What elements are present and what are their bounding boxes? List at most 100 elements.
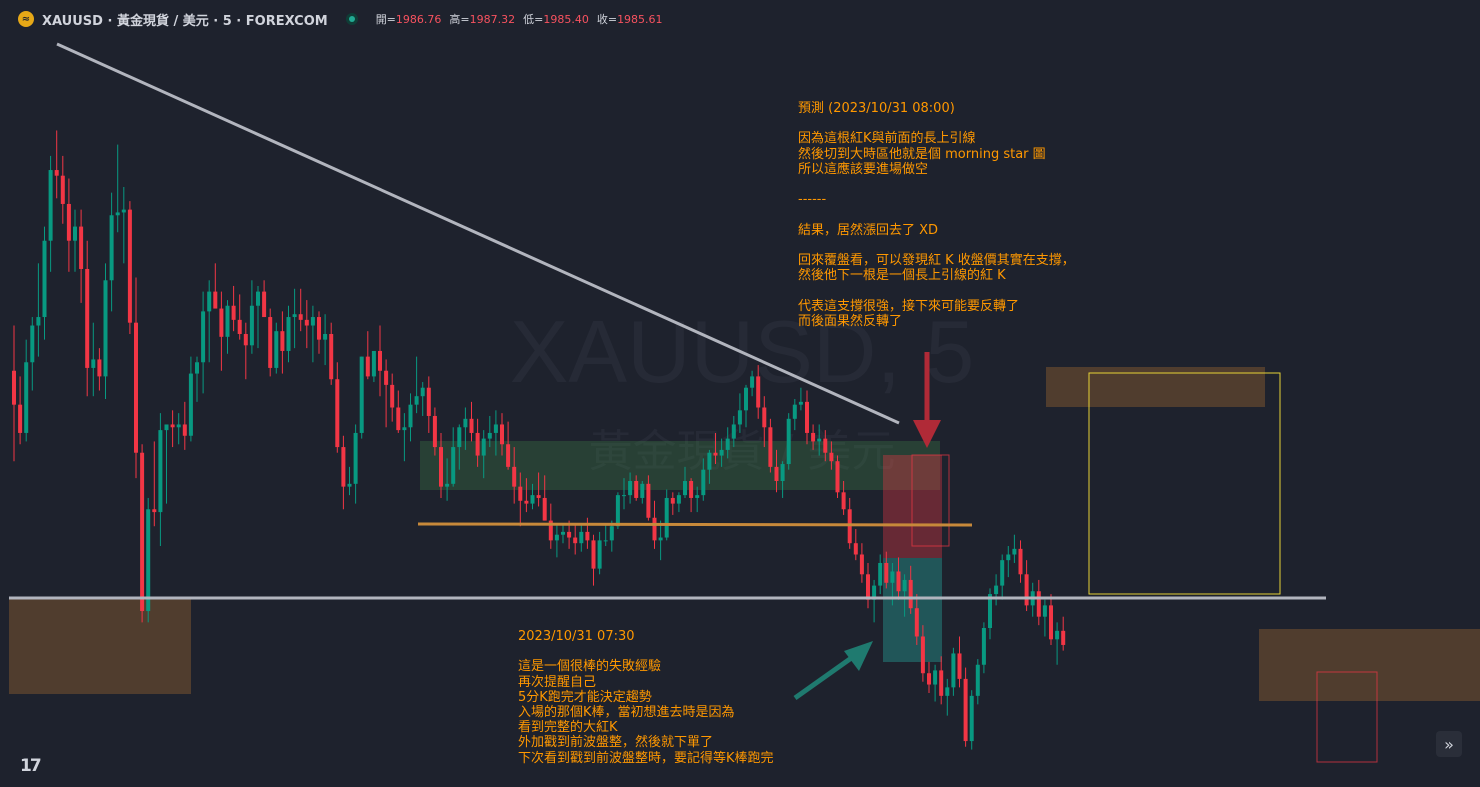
candle-body	[994, 585, 999, 595]
candle-body	[506, 444, 511, 467]
highlight-frame-low[interactable]	[1316, 671, 1378, 763]
candle	[512, 447, 517, 504]
candle-body	[1055, 630, 1060, 640]
support-line-orange[interactable]	[417, 522, 973, 527]
candle-body	[420, 387, 425, 397]
consolidation-zone[interactable]	[420, 441, 940, 490]
demand-zone-right[interactable]	[1259, 629, 1480, 701]
highlight-frame-reversal[interactable]	[1088, 372, 1281, 595]
candle-body	[524, 500, 529, 504]
candle	[829, 441, 834, 470]
candle-body	[567, 531, 572, 538]
candle-body	[365, 356, 370, 377]
candle-body	[1018, 548, 1023, 575]
ohlc-close-label: 收=	[596, 13, 618, 26]
candle-body	[213, 291, 218, 309]
candle	[121, 187, 126, 264]
candle	[195, 356, 199, 402]
candle	[756, 365, 761, 419]
candle-body	[1006, 554, 1011, 561]
gold-symbol-icon: ≈	[18, 11, 34, 27]
market-status-icon[interactable]	[345, 13, 358, 25]
candle-body	[561, 531, 565, 535]
candle	[127, 201, 132, 334]
candle-body	[176, 424, 181, 428]
candle	[548, 503, 553, 549]
candle-body	[951, 653, 956, 688]
candle-body	[878, 562, 883, 586]
candle	[231, 285, 236, 332]
candle	[60, 155, 65, 224]
candle-body	[329, 334, 334, 380]
demand-zone-left[interactable]	[9, 599, 191, 694]
annotation-prediction-note[interactable]: 預測 (2023/10/31 08:00) 因為這根紅K與前面的長上引線 然後切…	[798, 101, 1075, 329]
candle-body	[60, 175, 65, 204]
candle-body	[323, 334, 328, 340]
symbol-title[interactable]: XAUUSD · 黃金現貨 / 美元 · 5 · FOREXCOM	[42, 13, 328, 29]
candle	[79, 209, 84, 303]
candle-body	[981, 628, 986, 665]
candle-body	[798, 401, 803, 405]
candle-body	[219, 308, 224, 337]
candle-body	[585, 531, 590, 541]
candle	[1012, 534, 1017, 563]
candle	[146, 497, 151, 623]
candle-body	[451, 447, 456, 484]
candle	[768, 418, 773, 473]
candle-body	[988, 594, 992, 628]
trendline-descending[interactable]	[56, 42, 900, 425]
supply-zone-top[interactable]	[1046, 367, 1265, 407]
candle	[182, 401, 187, 450]
candle-body	[774, 466, 779, 481]
tradingview-logo[interactable]: 17	[20, 756, 42, 776]
candle-body	[902, 579, 907, 592]
candle	[109, 192, 114, 312]
candle	[500, 413, 504, 456]
candle-body	[310, 317, 315, 326]
scroll-to-latest-button[interactable]: »	[1436, 731, 1462, 757]
arrow-up-teal[interactable]	[793, 641, 873, 701]
symbol-header: ≈ XAUUSD · 黃金現貨 / 美元 · 5 · FOREXCOM 開=19…	[18, 9, 663, 29]
candle-body	[670, 497, 675, 504]
candle-body	[841, 492, 846, 510]
candle	[24, 339, 29, 442]
candle-body	[920, 636, 925, 674]
candle	[1061, 616, 1066, 651]
candle	[414, 356, 419, 414]
candle	[792, 399, 797, 431]
candle-body	[24, 362, 29, 433]
candle	[1036, 579, 1041, 626]
candle-body	[866, 574, 870, 600]
candle	[689, 478, 694, 513]
candle-body	[249, 305, 254, 346]
candle	[798, 387, 803, 411]
candle-body	[487, 432, 492, 439]
candle	[658, 520, 663, 561]
candle	[786, 413, 791, 470]
candle	[310, 305, 315, 363]
candle-body	[463, 418, 468, 428]
candle	[707, 449, 712, 484]
candle-body	[872, 585, 877, 600]
candle-body	[835, 461, 840, 493]
candle	[469, 401, 474, 442]
candle	[524, 478, 529, 513]
annotation-lesson-note[interactable]: 2023/10/31 07:30 這是一個很棒的失敗經驗 再次提醒自己 5分K跑…	[518, 629, 774, 766]
candle-body	[536, 495, 541, 498]
candle	[12, 325, 16, 462]
candle-body	[48, 170, 53, 241]
candle	[634, 475, 639, 501]
arrow-down-red[interactable]	[913, 352, 941, 448]
candle	[664, 489, 669, 541]
candle	[317, 311, 321, 354]
candle-body	[805, 401, 809, 433]
candle	[176, 413, 181, 445]
highlight-frame-entry[interactable]	[911, 454, 950, 547]
candle-body	[402, 427, 407, 431]
candle-body	[1036, 591, 1041, 617]
candle	[554, 523, 559, 558]
candle-body	[969, 695, 974, 742]
candle	[591, 534, 596, 586]
candle	[292, 288, 297, 349]
